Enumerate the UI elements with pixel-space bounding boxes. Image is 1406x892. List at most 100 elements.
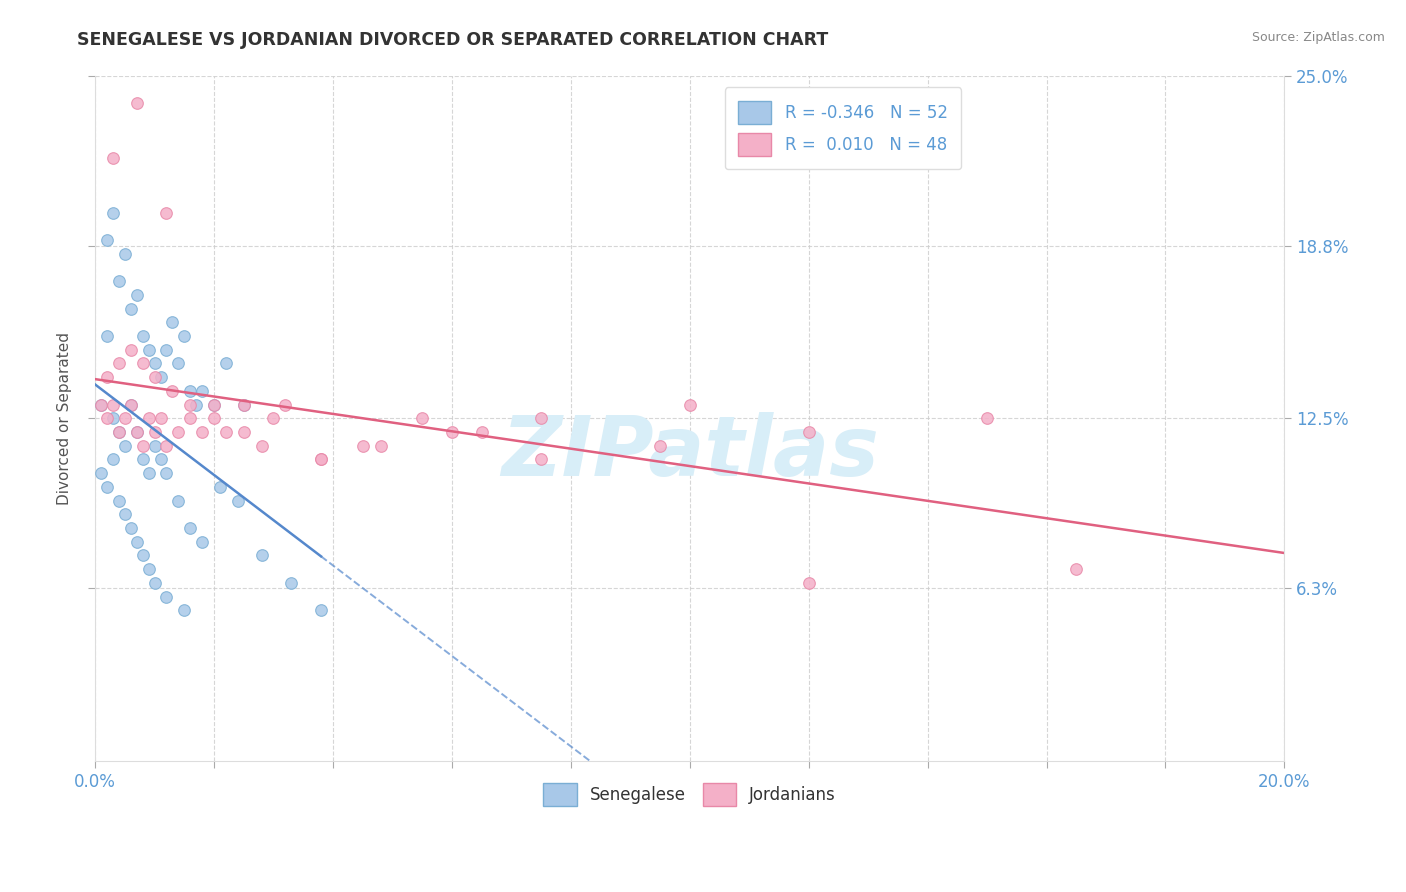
Point bbox=[143, 356, 166, 370]
Point bbox=[125, 534, 148, 549]
Point bbox=[143, 575, 166, 590]
Point bbox=[114, 508, 136, 522]
Point bbox=[155, 466, 177, 480]
Point bbox=[370, 439, 392, 453]
Point bbox=[226, 493, 249, 508]
Point bbox=[191, 384, 214, 398]
Point bbox=[309, 603, 332, 617]
Point bbox=[530, 411, 553, 425]
Point bbox=[440, 425, 463, 439]
Point bbox=[96, 233, 118, 247]
Point bbox=[96, 329, 118, 343]
Point bbox=[101, 151, 124, 165]
Point bbox=[108, 356, 131, 370]
Point bbox=[179, 398, 201, 412]
Point bbox=[143, 370, 166, 384]
Point bbox=[120, 398, 142, 412]
Point bbox=[101, 398, 124, 412]
Point bbox=[114, 439, 136, 453]
Legend: Senegalese, Jordanians: Senegalese, Jordanians bbox=[536, 774, 845, 814]
Point bbox=[138, 411, 160, 425]
Y-axis label: Divorced or Separated: Divorced or Separated bbox=[58, 332, 72, 505]
Point bbox=[202, 411, 225, 425]
Point bbox=[179, 521, 201, 535]
Point bbox=[108, 493, 131, 508]
Point bbox=[202, 398, 225, 412]
Point bbox=[215, 425, 238, 439]
Point bbox=[120, 301, 142, 316]
Point bbox=[232, 398, 254, 412]
Point bbox=[202, 398, 225, 412]
Point bbox=[186, 398, 208, 412]
Point bbox=[232, 398, 254, 412]
Point bbox=[162, 315, 184, 329]
Point bbox=[648, 439, 671, 453]
Point bbox=[125, 288, 148, 302]
Point bbox=[797, 425, 820, 439]
Point bbox=[679, 398, 702, 412]
Point bbox=[101, 452, 124, 467]
Text: Source: ZipAtlas.com: Source: ZipAtlas.com bbox=[1251, 31, 1385, 45]
Point bbox=[125, 95, 148, 110]
Point bbox=[976, 411, 998, 425]
Point bbox=[263, 411, 285, 425]
Point bbox=[280, 575, 302, 590]
Point bbox=[149, 411, 172, 425]
Point bbox=[125, 425, 148, 439]
Point bbox=[352, 439, 374, 453]
Point bbox=[108, 274, 131, 288]
Point bbox=[274, 398, 297, 412]
Point bbox=[155, 439, 177, 453]
Point bbox=[215, 356, 238, 370]
Point bbox=[155, 205, 177, 219]
Point bbox=[108, 425, 131, 439]
Point bbox=[131, 452, 153, 467]
Point bbox=[309, 452, 332, 467]
Point bbox=[131, 329, 153, 343]
Point bbox=[232, 425, 254, 439]
Point bbox=[191, 534, 214, 549]
Point bbox=[173, 329, 195, 343]
Point bbox=[120, 398, 142, 412]
Point bbox=[167, 425, 190, 439]
Point bbox=[101, 205, 124, 219]
Point bbox=[208, 480, 231, 494]
Point bbox=[530, 452, 553, 467]
Point bbox=[114, 411, 136, 425]
Point bbox=[131, 549, 153, 563]
Point bbox=[471, 425, 494, 439]
Point bbox=[162, 384, 184, 398]
Point bbox=[191, 425, 214, 439]
Point bbox=[143, 425, 166, 439]
Point bbox=[167, 493, 190, 508]
Point bbox=[96, 370, 118, 384]
Point bbox=[90, 466, 112, 480]
Point bbox=[131, 439, 153, 453]
Point bbox=[138, 466, 160, 480]
Point bbox=[149, 370, 172, 384]
Point bbox=[179, 411, 201, 425]
Point bbox=[179, 384, 201, 398]
Point bbox=[114, 246, 136, 260]
Point bbox=[173, 603, 195, 617]
Point bbox=[155, 343, 177, 357]
Point bbox=[101, 411, 124, 425]
Point bbox=[108, 425, 131, 439]
Point bbox=[131, 356, 153, 370]
Point bbox=[90, 398, 112, 412]
Point bbox=[797, 575, 820, 590]
Point bbox=[138, 343, 160, 357]
Point bbox=[120, 521, 142, 535]
Point bbox=[1064, 562, 1087, 576]
Point bbox=[167, 356, 190, 370]
Point bbox=[149, 452, 172, 467]
Point bbox=[96, 480, 118, 494]
Point bbox=[120, 343, 142, 357]
Point bbox=[309, 452, 332, 467]
Point bbox=[125, 425, 148, 439]
Text: SENEGALESE VS JORDANIAN DIVORCED OR SEPARATED CORRELATION CHART: SENEGALESE VS JORDANIAN DIVORCED OR SEPA… bbox=[77, 31, 828, 49]
Point bbox=[411, 411, 433, 425]
Point bbox=[143, 439, 166, 453]
Point bbox=[155, 590, 177, 604]
Point bbox=[90, 398, 112, 412]
